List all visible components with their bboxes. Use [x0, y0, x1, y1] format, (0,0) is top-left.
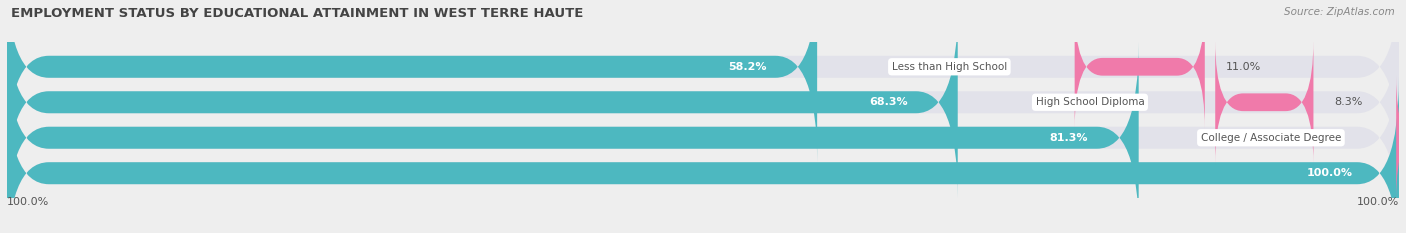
- FancyBboxPatch shape: [7, 7, 957, 198]
- Text: EMPLOYMENT STATUS BY EDUCATIONAL ATTAINMENT IN WEST TERRE HAUTE: EMPLOYMENT STATUS BY EDUCATIONAL ATTAINM…: [11, 7, 583, 20]
- Text: College / Associate Degree: College / Associate Degree: [1201, 133, 1341, 143]
- FancyBboxPatch shape: [7, 78, 1399, 233]
- Text: 100.0%: 100.0%: [7, 197, 49, 207]
- FancyBboxPatch shape: [7, 78, 1399, 233]
- Text: 68.3%: 68.3%: [869, 97, 907, 107]
- FancyBboxPatch shape: [7, 0, 817, 162]
- Text: 100.0%: 100.0%: [1306, 168, 1353, 178]
- FancyBboxPatch shape: [7, 7, 1399, 198]
- Text: 100.0%: 100.0%: [1357, 197, 1399, 207]
- FancyBboxPatch shape: [1215, 40, 1313, 164]
- FancyBboxPatch shape: [1074, 5, 1205, 129]
- Text: Source: ZipAtlas.com: Source: ZipAtlas.com: [1284, 7, 1395, 17]
- Text: 8.3%: 8.3%: [1334, 97, 1362, 107]
- FancyBboxPatch shape: [7, 42, 1139, 233]
- FancyBboxPatch shape: [7, 42, 1399, 233]
- Text: 11.0%: 11.0%: [1226, 62, 1261, 72]
- Text: 81.3%: 81.3%: [1050, 133, 1088, 143]
- Text: 58.2%: 58.2%: [728, 62, 766, 72]
- Text: High School Diploma: High School Diploma: [1036, 97, 1144, 107]
- FancyBboxPatch shape: [1396, 76, 1406, 200]
- FancyBboxPatch shape: [7, 0, 1399, 162]
- Text: Less than High School: Less than High School: [891, 62, 1007, 72]
